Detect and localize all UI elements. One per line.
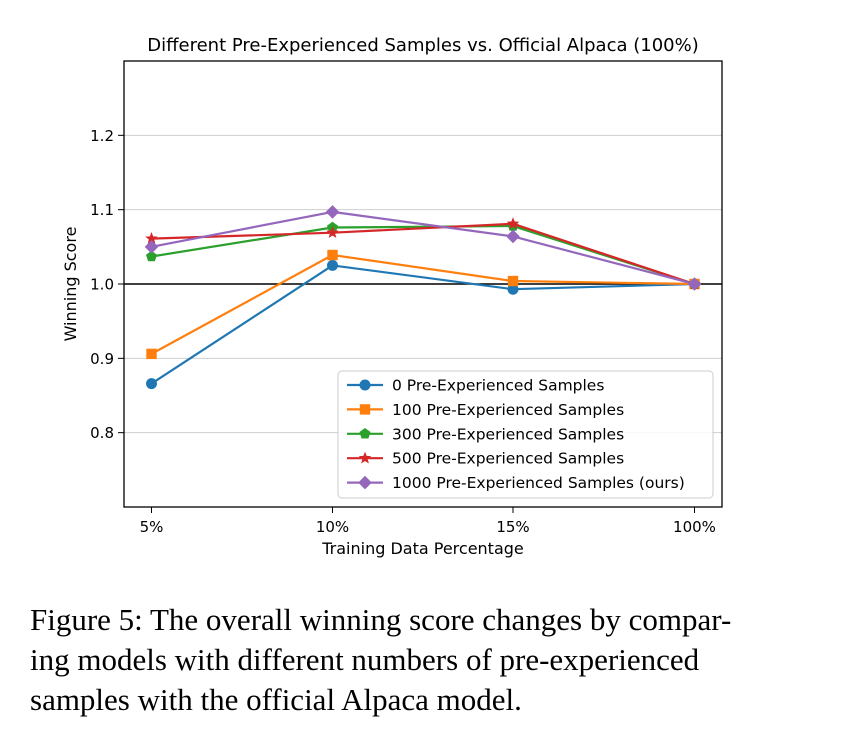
legend-box: [337, 370, 714, 499]
legend: 0 Pre-Experienced Samples 100 Pre-Experie…: [337, 370, 714, 499]
y-tick-label: 1.1: [90, 201, 114, 219]
data-point: [144, 240, 159, 254]
data-point: [326, 226, 339, 239]
x-tick-label: 15%: [496, 518, 529, 536]
y-axis-ticks: 0.8 0.9 1.0 1.1 1.2: [90, 127, 124, 442]
y-axis-label: Winning Score: [61, 227, 80, 342]
data-point: [146, 378, 157, 390]
x-axis-label: Training Data Percentage: [321, 539, 524, 558]
series-group: [146, 249, 700, 360]
legend-entry: 100 Pre-Experienced Samples: [392, 401, 624, 419]
data-point: [325, 205, 340, 219]
data-point: [327, 249, 338, 261]
legend-marker: [358, 451, 372, 464]
data-point: [145, 250, 158, 262]
y-tick-label: 0.9: [90, 350, 114, 368]
series-lines: [144, 205, 702, 390]
series-line: [151, 222, 695, 286]
x-tick-label: 100%: [673, 518, 716, 536]
caption-line: ing models with different numbers of pre…: [30, 642, 700, 677]
y-tick-label: 1.2: [90, 127, 114, 145]
legend-entry: 1000 Pre-Experienced Samples (ours): [392, 474, 685, 492]
data-point: [506, 229, 520, 244]
series-line: [150, 264, 695, 385]
data-point: [687, 277, 702, 291]
legend-marker: [359, 404, 371, 415]
caption-line: samples with the official Alpaca model.: [30, 682, 522, 717]
line-chart: Different Pre-Experienced Samples vs. Of…: [61, 35, 723, 558]
chart-title: Different Pre-Experienced Samples vs. Of…: [147, 35, 698, 56]
y-tick-label: 1.0: [90, 276, 114, 294]
legend-marker: [359, 379, 371, 391]
series-line: [151, 224, 695, 286]
series-line: [150, 253, 695, 355]
x-tick-label: 10%: [316, 518, 349, 536]
x-tick-label: 5%: [140, 518, 164, 536]
series-group: [144, 205, 702, 291]
series-group: [145, 217, 701, 290]
data-point: [507, 275, 519, 287]
legend-entry: 0 Pre-Experienced Samples: [392, 377, 604, 395]
caption-line: Figure 5: The overall winning score chan…: [30, 602, 732, 637]
y-tick-label: 0.8: [90, 424, 114, 442]
x-axis-ticks: 5% 10% 15% 100%: [140, 507, 716, 536]
legend-entry: 300 Pre-Experienced Samples: [392, 425, 624, 443]
legend-marker: [358, 475, 372, 490]
data-point: [327, 259, 338, 271]
series-group: [146, 259, 700, 390]
legend-entry: 500 Pre-Experienced Samples: [392, 450, 624, 468]
data-point: [146, 348, 157, 360]
data-point: [507, 283, 519, 295]
data-point: [506, 217, 520, 230]
legend-marker: [359, 428, 371, 439]
series-line: [151, 210, 695, 286]
data-point: [145, 232, 158, 244]
figure-caption: Figure 5: The overall winning score chan…: [30, 600, 830, 720]
